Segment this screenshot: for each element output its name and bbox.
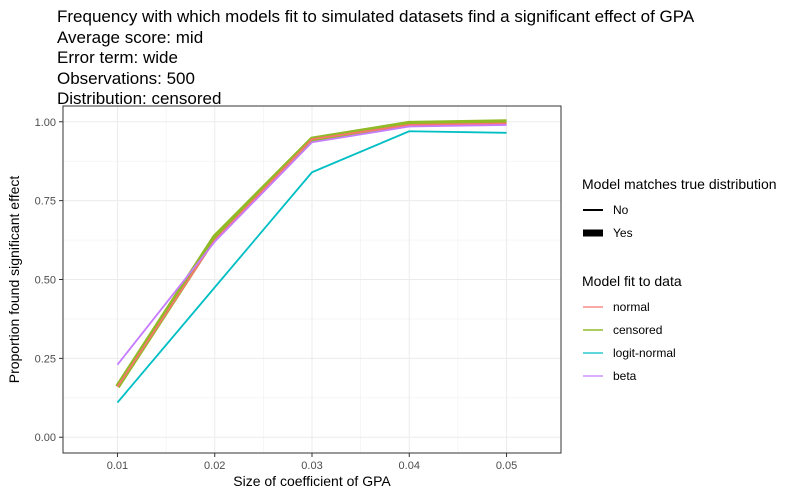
legend-linewidth-title: Model matches true distribution (582, 176, 777, 192)
series-line-logit-normal (116, 130, 507, 404)
color-key (582, 348, 604, 358)
legend-color-title: Model fit to data (582, 273, 682, 289)
series-line-normal (116, 122, 507, 388)
y-tick-label: 0.50 (35, 275, 56, 287)
legend-item-logit-normal: logit-normal (582, 341, 682, 364)
legend-item-censored: censored (582, 318, 682, 341)
chart-title: Frequency with which models fit to simul… (57, 7, 694, 110)
y-tick-label: 1.00 (35, 117, 56, 129)
legend-label: normal (613, 299, 650, 314)
x-axis-title: Size of coefficient of GPA (233, 473, 391, 489)
y-tick-label: 0.00 (35, 432, 56, 444)
thick-line-key (582, 228, 604, 238)
x-tick-label: 0.01 (107, 460, 128, 472)
legend-item-beta: beta (582, 364, 682, 387)
subtitle-observations: Observations: 500 (57, 68, 195, 88)
legend-label: No (613, 202, 629, 217)
y-tick-label: 0.75 (35, 196, 56, 208)
x-tick-label: 0.04 (399, 460, 420, 472)
subtitle-distribution: Distribution: censored (57, 89, 222, 108)
legend-linewidth: Model matches true distribution No Yes (582, 176, 777, 244)
subtitle-average-score: Average score: mid (57, 27, 204, 47)
color-key (582, 302, 604, 312)
tick-layer: 0.00 0.25 0.50 0.75 1.00 0.01 0.02 0.03 0.04 0.05 (35, 117, 518, 472)
legend-label: Yes (613, 225, 633, 240)
x-tick-label: 0.05 (496, 460, 517, 472)
x-tick-label: 0.03 (301, 460, 322, 472)
legend-color: Model fit to data normal censored logit-… (582, 273, 682, 387)
series-layer (115, 119, 507, 404)
color-key (582, 325, 604, 335)
y-axis-title: Proportion found significant effect (6, 176, 22, 384)
legend-label: beta (613, 368, 637, 383)
y-tick-label: 0.25 (35, 353, 56, 365)
subtitle-error-term: Error term: wide (57, 48, 178, 67)
legend-label: logit-normal (613, 345, 676, 360)
legend-label: censored (613, 322, 663, 337)
color-key (582, 371, 604, 381)
series-line-beta (116, 124, 507, 366)
legend-item-no: No (582, 198, 777, 221)
title-line: Frequency with which models fit to simul… (57, 7, 695, 26)
grid-layer (63, 106, 561, 453)
x-tick-label: 0.02 (204, 460, 225, 472)
legend-item-normal: normal (582, 295, 682, 318)
thin-line-key (582, 205, 604, 215)
legend-item-yes: Yes (582, 221, 777, 244)
